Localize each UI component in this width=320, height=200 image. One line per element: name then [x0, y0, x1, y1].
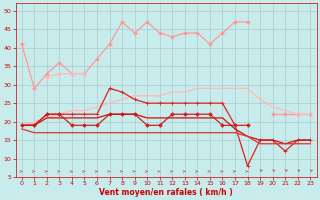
X-axis label: Vent moyen/en rafales ( km/h ): Vent moyen/en rafales ( km/h ) — [99, 188, 233, 197]
